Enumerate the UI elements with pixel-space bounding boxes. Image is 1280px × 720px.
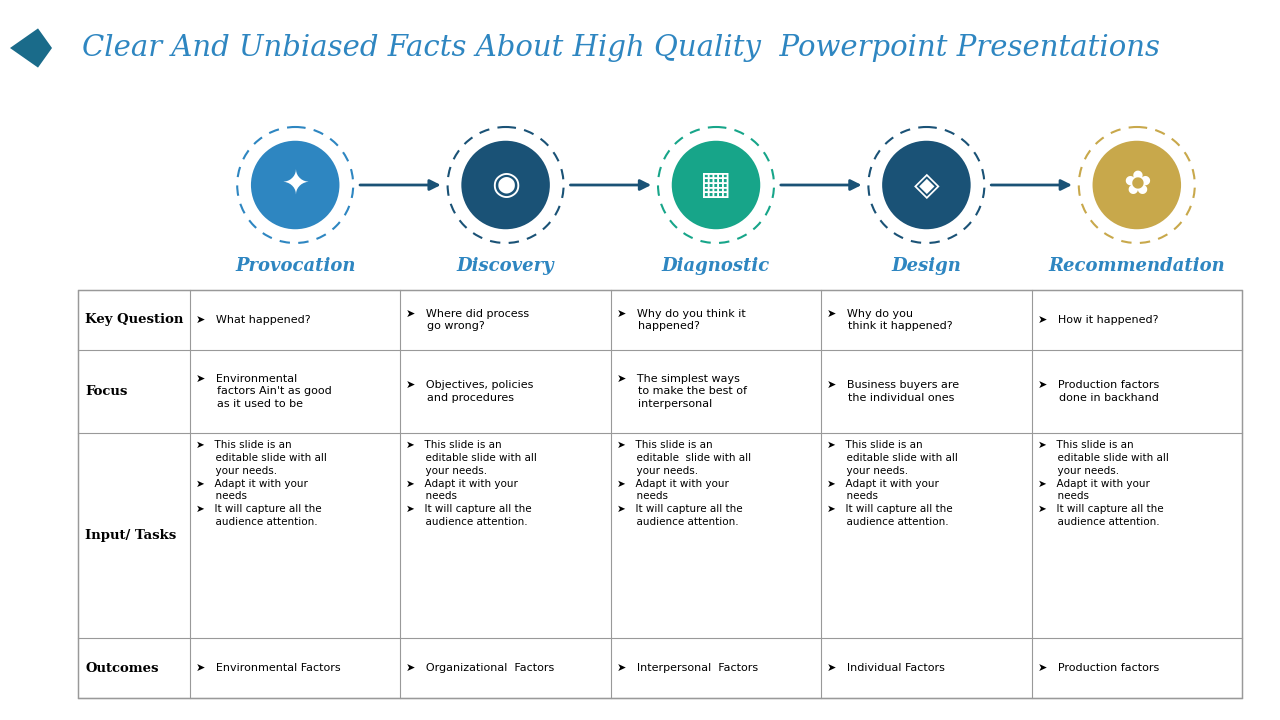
Text: ◉: ◉ bbox=[492, 168, 520, 202]
Text: ➤   Organizational  Factors: ➤ Organizational Factors bbox=[407, 663, 554, 673]
Bar bbox=[78, 290, 1242, 698]
Text: Input/ Tasks: Input/ Tasks bbox=[84, 529, 177, 542]
Text: ➤   This slide is an
      editable slide with all
      your needs.
➤   Adapt i: ➤ This slide is an editable slide with a… bbox=[1038, 440, 1169, 527]
Text: Provocation: Provocation bbox=[236, 257, 356, 275]
Text: Recommendation: Recommendation bbox=[1048, 257, 1225, 275]
Bar bbox=[78, 290, 1242, 698]
Text: ▦: ▦ bbox=[700, 168, 732, 202]
Circle shape bbox=[250, 139, 342, 231]
Text: Design: Design bbox=[891, 257, 961, 275]
Text: Discovery: Discovery bbox=[457, 257, 554, 275]
Text: ➤   This slide is an
      editable  slide with all
      your needs.
➤   Adapt : ➤ This slide is an editable slide with a… bbox=[617, 440, 751, 527]
Text: ➤   Business buyers are
      the individual ones: ➤ Business buyers are the individual one… bbox=[827, 380, 959, 402]
Text: ➤   Objectives, policies
      and procedures: ➤ Objectives, policies and procedures bbox=[407, 380, 534, 402]
Circle shape bbox=[460, 139, 552, 231]
Text: Outcomes: Outcomes bbox=[84, 662, 159, 675]
Text: ➤   The simplest ways
      to make the best of
      interpersonal: ➤ The simplest ways to make the best of … bbox=[617, 374, 746, 409]
Text: ➤   This slide is an
      editable slide with all
      your needs.
➤   Adapt i: ➤ This slide is an editable slide with a… bbox=[196, 440, 326, 527]
Circle shape bbox=[1091, 139, 1183, 231]
Text: Diagnostic: Diagnostic bbox=[662, 257, 771, 275]
Text: Focus: Focus bbox=[84, 385, 128, 398]
Text: ➤   Production factors
      done in backhand: ➤ Production factors done in backhand bbox=[1038, 380, 1158, 402]
Text: ◈: ◈ bbox=[914, 168, 940, 202]
Text: ➤   Individual Factors: ➤ Individual Factors bbox=[827, 663, 945, 673]
Text: ✿: ✿ bbox=[1123, 168, 1151, 202]
Text: ➤   Environmental Factors: ➤ Environmental Factors bbox=[196, 663, 340, 673]
Circle shape bbox=[881, 139, 973, 231]
Text: ➤   Why do you
      think it happened?: ➤ Why do you think it happened? bbox=[827, 309, 952, 331]
Text: Clear And Unbiased Facts About High Quality  Powerpoint Presentations: Clear And Unbiased Facts About High Qual… bbox=[82, 34, 1160, 62]
Text: ➤   Environmental
      factors Ain't as good
      as it used to be: ➤ Environmental factors Ain't as good as… bbox=[196, 374, 332, 409]
Text: ➤   Interpersonal  Factors: ➤ Interpersonal Factors bbox=[617, 663, 758, 673]
Text: ➤   What happened?: ➤ What happened? bbox=[196, 315, 311, 325]
Text: ➤   Production factors: ➤ Production factors bbox=[1038, 663, 1158, 673]
Text: ➤   Why do you think it
      happened?: ➤ Why do you think it happened? bbox=[617, 309, 745, 331]
Text: ➤   This slide is an
      editable slide with all
      your needs.
➤   Adapt i: ➤ This slide is an editable slide with a… bbox=[827, 440, 957, 527]
Text: ✦: ✦ bbox=[282, 168, 310, 202]
Text: ➤   This slide is an
      editable slide with all
      your needs.
➤   Adapt i: ➤ This slide is an editable slide with a… bbox=[407, 440, 538, 527]
Text: ➤   Where did process
      go wrong?: ➤ Where did process go wrong? bbox=[407, 309, 530, 331]
Text: ➤   How it happened?: ➤ How it happened? bbox=[1038, 315, 1158, 325]
Text: Key Question: Key Question bbox=[84, 313, 183, 326]
Circle shape bbox=[669, 139, 762, 231]
Polygon shape bbox=[10, 28, 52, 68]
